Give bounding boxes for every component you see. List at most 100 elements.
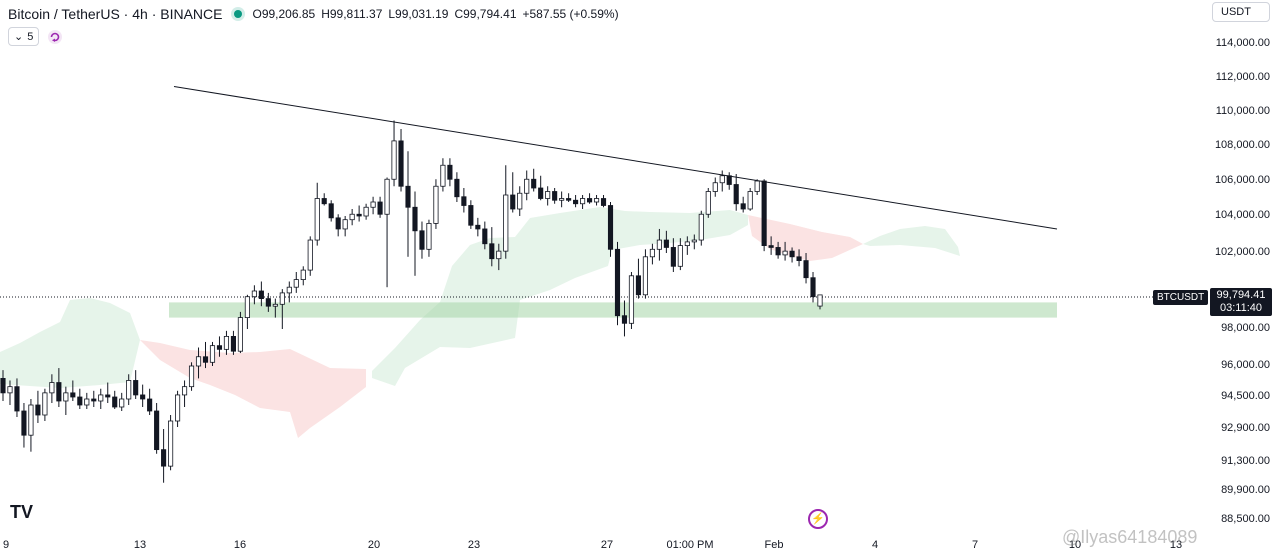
candle-body: [621, 315, 628, 324]
candle: [642, 249, 648, 299]
candle-body: [349, 213, 355, 221]
candle: [384, 177, 390, 288]
candle-body: [147, 398, 153, 412]
candle: [635, 258, 642, 299]
candle-body: [740, 203, 746, 210]
candle-body: [454, 178, 460, 198]
candle: [377, 196, 383, 218]
candle: [545, 186, 551, 206]
candle: [538, 175, 544, 201]
candle-body: [510, 194, 516, 210]
candle: [405, 151, 411, 257]
candle-body: [712, 182, 718, 192]
candle-body: [503, 194, 509, 252]
currency-select[interactable]: USDT: [1212, 2, 1270, 22]
time-tick-label: 27: [600, 539, 614, 551]
support-zone-rect: [169, 302, 1057, 318]
candle-body: [91, 398, 97, 402]
candle: [161, 429, 167, 483]
candle-body: [440, 164, 446, 187]
candle-body: [84, 398, 90, 406]
candle: [684, 236, 690, 255]
time-tick-label: 9: [2, 539, 10, 551]
price-tick-label: 102,000.00: [1214, 246, 1270, 258]
candle-body: [433, 185, 439, 224]
candle: [740, 196, 746, 213]
candle-body: [628, 275, 635, 324]
candle-body: [754, 180, 760, 192]
candle-body: [663, 239, 669, 248]
time-tick-label: 4: [871, 539, 879, 551]
candle-body: [300, 269, 306, 281]
lightning-icon[interactable]: ⚡: [808, 509, 828, 529]
support-zone: [169, 302, 1057, 318]
candle-body: [566, 198, 572, 201]
symbol-title[interactable]: Bitcoin / TetherUS · 4h · BINANCE: [8, 6, 223, 22]
candle: [698, 210, 704, 246]
candle: [810, 272, 816, 303]
ichimoku-cloud: [0, 207, 960, 438]
chevron-down-icon: ⌄: [14, 31, 24, 43]
candle-body: [796, 256, 802, 261]
candle-body: [49, 382, 55, 394]
candles: [0, 120, 823, 483]
candle: [154, 403, 160, 454]
candle-body: [775, 247, 781, 256]
refresh-icon[interactable]: [47, 29, 63, 45]
candle-body: [328, 203, 334, 219]
candle-body: [600, 198, 607, 206]
candle-body: [684, 241, 690, 246]
candle-body: [768, 245, 774, 248]
candle-body: [216, 345, 223, 350]
candle: [468, 200, 474, 229]
candle-body: [175, 394, 181, 422]
candle-body: [181, 386, 188, 396]
candle: [293, 272, 299, 293]
indicators-toggle[interactable]: ⌄ 5: [8, 27, 40, 46]
candle: [796, 249, 802, 267]
candle: [314, 182, 320, 246]
trendline[interactable]: [173, 86, 1058, 230]
market-open-indicator: [234, 10, 243, 18]
candle-body: [559, 198, 565, 201]
candle-body: [223, 335, 230, 350]
candle: [705, 188, 711, 218]
candle: [789, 247, 795, 263]
candle-body: [188, 365, 195, 388]
candle-body: [517, 192, 523, 210]
candle: [670, 238, 676, 272]
price-tick-label: 112,000.00: [1215, 71, 1270, 83]
candle-body: [782, 250, 788, 256]
candle: [461, 188, 467, 213]
chart-header: Bitcoin / TetherUS · 4h · BINANCE O99,20…: [8, 4, 619, 24]
candle: [188, 362, 195, 391]
candle: [56, 368, 62, 407]
candle-body: [531, 178, 537, 189]
candle: [77, 388, 83, 409]
candle: [747, 188, 753, 211]
candle: [496, 243, 502, 271]
candle-body: [803, 260, 809, 279]
candle: [230, 330, 237, 355]
candle: [419, 221, 425, 259]
candle-body: [342, 219, 348, 230]
candle: [70, 380, 76, 401]
price-tick-label: 114,000.00: [1215, 37, 1270, 49]
candle: [593, 195, 600, 206]
candle-body: [698, 213, 704, 241]
candle: [202, 341, 209, 369]
candle: [370, 196, 376, 215]
candle-body: [356, 213, 362, 217]
candle-body: [719, 175, 725, 184]
candle-body: [489, 243, 495, 260]
candle-body: [321, 198, 327, 205]
time-tick-label: 16: [233, 539, 247, 551]
candle-body: [705, 191, 711, 215]
candle: [321, 193, 327, 206]
candle-body: [419, 230, 425, 250]
candle-body: [677, 245, 683, 267]
candle: [503, 165, 509, 259]
candle: [628, 272, 635, 329]
candle-body: [747, 191, 753, 210]
